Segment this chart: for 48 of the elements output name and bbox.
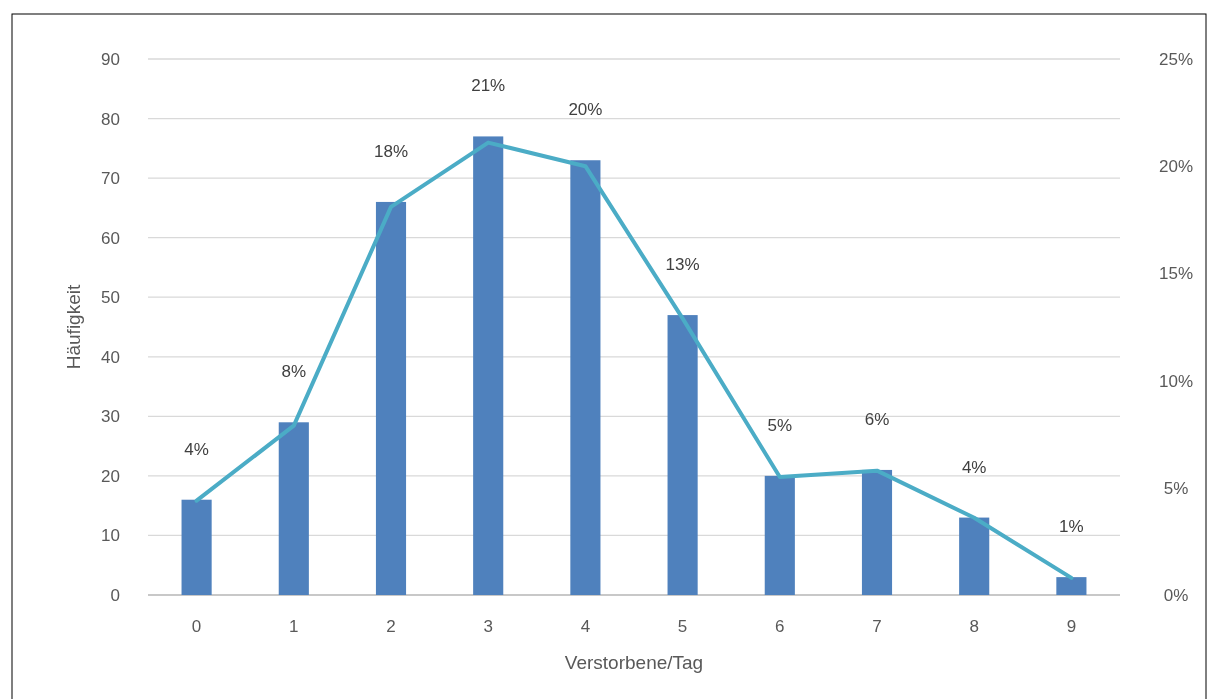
data-label: 20% <box>568 100 603 120</box>
bar <box>861 469 893 595</box>
x-tick-label: 8 <box>969 617 979 636</box>
x-tick-label: 7 <box>872 617 882 636</box>
x-tick-label: 1 <box>289 617 299 636</box>
y2-tick-label: 5% <box>1163 478 1189 498</box>
data-label: 1% <box>1059 517 1084 537</box>
bar <box>181 499 212 595</box>
y-tick-label: 40 <box>101 347 120 367</box>
data-label: 21% <box>471 76 506 96</box>
bar <box>1056 577 1087 595</box>
bar <box>375 201 407 595</box>
x-tick-label: 0 <box>191 617 202 636</box>
bar <box>959 517 990 595</box>
x-tick-label: 4 <box>580 617 591 636</box>
y2-tick-label: 10% <box>1158 371 1194 391</box>
y2-tick-label: 15% <box>1158 264 1194 284</box>
data-label: 18% <box>373 141 409 161</box>
y-axis-title: Häufigkeit <box>63 284 84 370</box>
x-axis-title: Verstorbene/Tag <box>564 652 704 673</box>
y-tick-label: 50 <box>101 288 120 308</box>
bar <box>764 475 795 595</box>
y2-tick-label: 0% <box>1163 585 1189 605</box>
data-label: 6% <box>864 409 890 429</box>
y-tick-label: 10 <box>101 526 120 546</box>
bar <box>278 422 309 595</box>
y2-tick-label: 20% <box>1158 157 1194 177</box>
bar <box>667 315 698 595</box>
x-tick-label: 3 <box>483 617 493 636</box>
y-tick-label: 90 <box>101 49 120 69</box>
x-tick-label: 5 <box>677 617 688 636</box>
y-tick-label: 70 <box>101 169 120 189</box>
y-tick-label: 80 <box>101 109 120 129</box>
y-tick-label: 30 <box>101 407 120 427</box>
data-label: 4% <box>961 457 987 477</box>
y2-tick-label: 25% <box>1158 49 1194 69</box>
data-label: 8% <box>281 362 307 382</box>
bar <box>570 160 601 595</box>
x-tick-label: 2 <box>386 617 396 636</box>
x-tick-label: 9 <box>1066 617 1077 636</box>
y-tick-label: 0 <box>110 585 120 605</box>
data-label: 13% <box>665 255 700 275</box>
x-tick-label: 6 <box>775 617 785 636</box>
data-label: 4% <box>184 439 209 459</box>
data-label: 5% <box>767 415 793 435</box>
bar <box>473 136 504 595</box>
y-tick-label: 60 <box>101 228 120 248</box>
y-tick-label: 20 <box>101 466 120 486</box>
